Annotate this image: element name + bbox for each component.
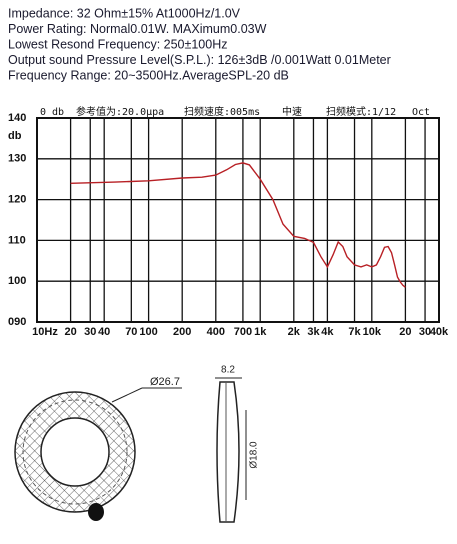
side-view: 8.2 Ø18.0	[215, 365, 260, 523]
spec-line: Lowest Resond Frequency: 250±100Hz	[8, 37, 228, 51]
chart-annotation: 0 db	[40, 107, 64, 118]
width-label: 8.2	[221, 365, 235, 376]
x-tick-label: 100	[139, 326, 157, 338]
spec-line: Frequency Range: 20~3500Hz.AverageSPL-20…	[8, 68, 289, 82]
x-tick-label: 20	[399, 326, 411, 338]
y-tick-label: 110	[8, 234, 26, 246]
diameter-label: Ø26.7	[150, 376, 180, 388]
x-tick-label: 200	[173, 326, 191, 338]
x-tick-label: 30	[419, 326, 431, 338]
x-tick-label: 7k	[348, 326, 361, 338]
x-tick-label: 4k	[321, 326, 334, 338]
x-tick-label: 70	[125, 326, 137, 338]
x-tick-label: 700	[234, 326, 252, 338]
front-view: Ø26.7	[14, 376, 182, 521]
x-tick-label: 400	[207, 326, 225, 338]
y-tick-label: 090	[8, 316, 26, 328]
header-band	[38, 107, 438, 117]
response-curve	[70, 162, 406, 288]
x-tick-label: 2k	[288, 326, 301, 338]
spec-line: Power Rating: Normal0.01W. MAXimum0.03W	[8, 22, 267, 36]
x-tick-label: 20	[64, 326, 76, 338]
chart-annotation: 扫频速度:005ms	[184, 105, 260, 118]
spec-line: Output sound Pressure Level(S.P.L.): 126…	[8, 53, 391, 67]
y-tick-label: 130	[8, 153, 26, 165]
height-label: Ø18.0	[249, 441, 260, 469]
y-tick-label: 100	[8, 275, 26, 287]
x-tick-label: 30	[84, 326, 96, 338]
x-tick-label: 1k	[254, 326, 267, 338]
y-axis-label: db	[8, 130, 22, 142]
chart-annotation: 扫频模式:1/12	[326, 105, 396, 118]
x-tick-label: 40k	[430, 326, 449, 338]
specs: Impedance: 32 Ohm±15% At1000Hz/1.0V Power…	[8, 6, 391, 82]
x-tick-label: 40	[98, 326, 110, 338]
chart-annotation: 中速	[282, 105, 302, 118]
spec-line: Impedance: 32 Ohm±15% At1000Hz/1.0V	[8, 6, 241, 20]
y-tick-label: 120	[8, 194, 26, 206]
x-tick-label: 3k	[307, 326, 320, 338]
x-tick-label: 10k	[363, 326, 382, 338]
y-tick-label: 140	[8, 112, 26, 124]
chart-annotation: Oct	[412, 107, 430, 118]
chart-annotation: 参考值为:20.0μpa	[76, 105, 164, 118]
plot-frame	[36, 117, 440, 323]
x-tick-label: 10Hz	[32, 326, 58, 338]
